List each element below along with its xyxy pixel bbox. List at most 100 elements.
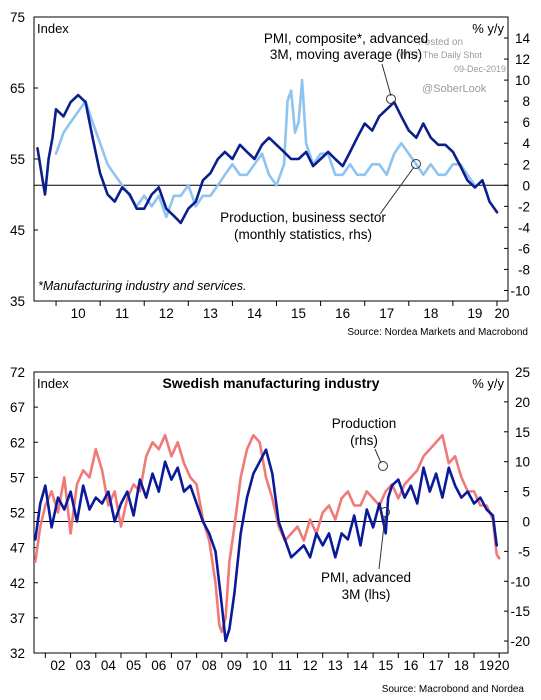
chart1-annotation-pmi-1: PMI, composite*, advanced [264, 31, 428, 46]
chart1-annotation-prod-2: (monthly statistics, rhs) [234, 227, 372, 242]
right-tick-label: 12 [515, 52, 530, 67]
x-tick-label: 20 [494, 658, 509, 673]
right-tick-label: -5 [518, 544, 530, 559]
right-tick-label: -6 [518, 241, 530, 256]
left-tick-label: 65 [10, 81, 25, 96]
chart1-right-axis-label: % y/y [472, 21, 504, 36]
right-tick-label: 8 [522, 94, 530, 109]
x-tick-label: 07 [177, 658, 192, 673]
right-tick-label: 6 [522, 115, 530, 130]
left-tick-label: 55 [10, 152, 25, 167]
x-tick-label: 15 [378, 658, 393, 673]
right-tick-label: -2 [518, 199, 530, 214]
x-tick-label: 08 [202, 658, 217, 673]
left-tick-label: 62 [10, 435, 25, 450]
chart2-title: Swedish manufacturing industry [162, 375, 379, 391]
x-tick-label: 04 [101, 658, 117, 673]
chart2-annotation-prod-1: Production [332, 416, 397, 431]
right-tick-label: 10 [515, 73, 530, 88]
left-tick-label: 75 [10, 10, 25, 25]
chart2-series [33, 433, 501, 643]
chart1-axes: 35 45 55 65 75 -10 -8 -6 -4 -2 0 2 4 6 8 10 12 14 10 11 12 13… [10, 10, 531, 321]
right-tick-label: 25 [515, 365, 530, 380]
chart2-left-axis-label: Index [37, 376, 69, 391]
right-tick-label: 10 [515, 455, 530, 470]
left-tick-label: 42 [10, 576, 25, 591]
x-tick-label: 19 [467, 306, 482, 321]
left-tick-label: 57 [10, 470, 25, 485]
x-tick-label: 18 [454, 658, 469, 673]
x-tick-label: 11 [115, 306, 129, 321]
watermark-line3: 09-Dec-2019 [454, 64, 506, 74]
left-tick-label: 47 [10, 541, 25, 556]
chart2-leader-prod [374, 448, 382, 464]
x-tick-label: 10 [252, 658, 267, 673]
x-tick-label: 16 [335, 306, 350, 321]
x-tick-label: 13 [328, 658, 343, 673]
x-tick-label: 20 [494, 306, 509, 321]
right-tick-label: 0 [522, 514, 530, 529]
chart2-marker-prod [378, 461, 388, 471]
x-tick-label: 17 [429, 658, 444, 673]
watermark-line1: Posted on [418, 37, 463, 48]
x-tick-label: 03 [76, 658, 91, 673]
left-tick-label: 37 [10, 611, 25, 626]
x-tick-label: 05 [126, 658, 141, 673]
chart1-marker-prod [411, 159, 421, 169]
x-tick-label: 02 [50, 658, 65, 673]
right-tick-label: -20 [510, 634, 530, 649]
chart2-marker-pmi [380, 507, 390, 517]
chart1-left-axis-label: Index [37, 21, 69, 36]
right-tick-label: 2 [522, 157, 530, 172]
x-tick-label: 14 [353, 658, 369, 673]
chart2-axes: 323742475257626772-20-15-10-505101520250… [10, 365, 530, 673]
right-tick-label: 20 [515, 395, 530, 410]
chart2-plot-frame [33, 371, 509, 654]
right-tick-label: -10 [510, 283, 530, 298]
x-tick-label: 13 [203, 306, 218, 321]
x-tick-label: 14 [247, 306, 263, 321]
chart1-annotation-pmi-2: 3M, moving average (lhs) [270, 47, 422, 62]
chart1-marker-pmi [386, 94, 396, 104]
chart1-source: Source: Nordea Markets and Macrobond [347, 327, 528, 338]
left-tick-label: 45 [10, 223, 25, 238]
x-tick-label: 06 [151, 658, 166, 673]
chart1-note: *Manufacturing industry and services. [38, 279, 246, 293]
x-tick-label: 17 [379, 306, 394, 321]
right-tick-label: 14 [515, 31, 531, 46]
series-line-1 [36, 93, 499, 225]
chart2-right-axis-label: % y/y [472, 376, 504, 391]
series-line-2 [33, 433, 501, 634]
chart1-annotation-prod-1: Production, business sector [220, 210, 386, 225]
watermark-handle: @SoberLook [422, 83, 487, 95]
x-tick-label: 19 [479, 658, 494, 673]
left-tick-label: 52 [10, 506, 25, 521]
x-tick-label: 12 [303, 658, 318, 673]
x-tick-label: 11 [278, 658, 292, 673]
chart2-annotation-pmi-2: 3M (lhs) [342, 587, 391, 602]
right-tick-label: -4 [518, 220, 530, 235]
x-tick-label: 16 [403, 658, 418, 673]
series-line-1 [33, 448, 499, 643]
chart1-series [36, 78, 499, 225]
x-tick-label: 18 [423, 306, 438, 321]
left-tick-label: 72 [10, 365, 25, 380]
watermark-line2: WSJ: The Daily Shot [399, 50, 482, 60]
left-tick-label: 35 [10, 294, 25, 309]
right-tick-label: -10 [510, 574, 530, 589]
x-tick-label: 12 [159, 306, 174, 321]
chart2-leader-pmi [378, 516, 386, 570]
left-tick-label: 67 [10, 400, 25, 415]
x-tick-label: 10 [71, 306, 86, 321]
left-tick-label: 32 [10, 646, 25, 661]
x-tick-label: 09 [227, 658, 242, 673]
chart1-leader-prod [379, 166, 415, 215]
right-tick-label: 15 [515, 425, 530, 440]
right-tick-label: 0 [522, 178, 530, 193]
chart2-source: Source: Macrobond and Nordea [382, 684, 525, 695]
chart2-annotation-prod-2: (rhs) [350, 433, 378, 448]
right-tick-label: 5 [522, 485, 530, 500]
x-tick-label: 15 [291, 306, 306, 321]
